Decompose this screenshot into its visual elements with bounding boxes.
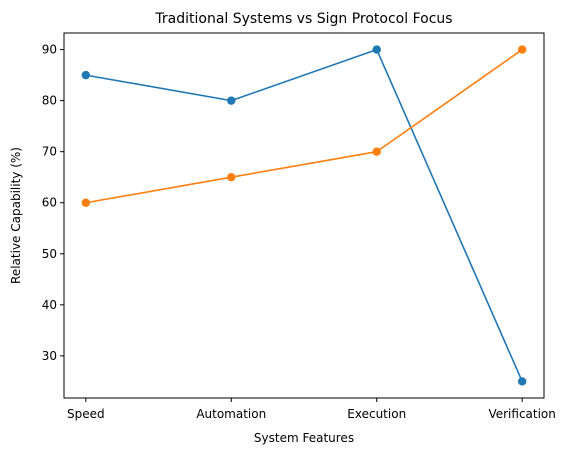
series-1-point [517,377,527,386]
series-1-line [85,48,523,383]
series-1-point [372,45,381,54]
series-1-point [81,70,91,80]
y-tick-label: 70 [42,145,57,159]
y-tick-label: 30 [42,349,57,363]
series-2-point [227,173,236,182]
series-2-point [372,147,381,156]
x-tick-label: Automation [196,407,266,421]
x-tick-label: Execution [347,407,406,421]
y-tick-label: 50 [42,247,57,261]
y-axis-label: Relative Capability (%) [9,147,23,284]
axes: 30 40 50 60 70 80 90 Speed Automation Execution Ve… [42,43,556,421]
plot-frame [63,32,545,399]
series-1-point [227,96,236,105]
series-2-line [85,48,523,204]
x-axis-label: System Features [254,431,354,445]
series-2-point [81,198,91,207]
y-tick-label: 40 [42,298,57,312]
x-tick-label: Verification [488,407,555,421]
plot-area [81,45,527,386]
y-tick-label: 90 [42,43,57,57]
y-tick-label: 60 [42,196,57,210]
y-tick-label: 80 [42,94,57,108]
chart-title: Traditional Systems vs Sign Protocol Foc… [154,11,452,27]
series-2-point [517,45,527,54]
x-tick-label: Speed [67,407,105,421]
